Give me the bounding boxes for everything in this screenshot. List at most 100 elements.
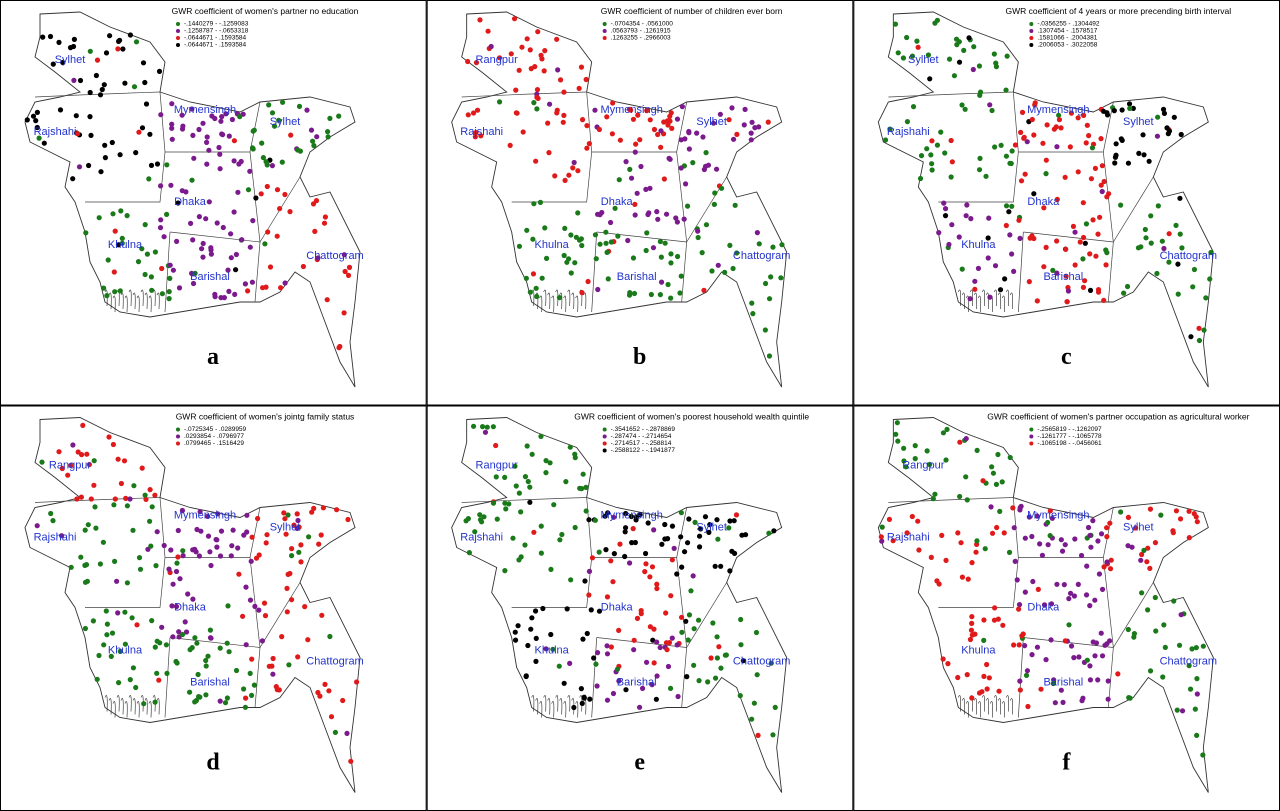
cluster-dot xyxy=(152,492,158,498)
cluster-dot xyxy=(529,451,535,457)
cluster-dot xyxy=(115,46,121,52)
cluster-dot xyxy=(674,219,680,225)
cluster-dot xyxy=(989,464,995,470)
legend-swatch xyxy=(602,448,607,453)
map-panel: Sylhet Mymensingh Sylhet Rajshahi Dhaka Khuln… xyxy=(877,6,1231,388)
cluster-dot xyxy=(695,617,702,623)
cluster-dot xyxy=(133,39,140,45)
cluster-dot xyxy=(552,173,558,179)
cluster-dot xyxy=(105,257,111,263)
cluster-dot xyxy=(342,268,348,275)
cluster-dot xyxy=(956,234,962,240)
cluster-dot xyxy=(533,635,539,641)
cluster-dot xyxy=(325,129,331,135)
cluster-dot xyxy=(185,591,191,597)
region-label: Barishal xyxy=(1043,676,1083,688)
cluster-dot xyxy=(86,461,92,468)
cluster-dot xyxy=(949,222,955,228)
cluster-dot xyxy=(597,241,603,247)
sundarbans-hatch xyxy=(128,289,132,307)
cluster-dot xyxy=(1041,602,1048,608)
cluster-dot xyxy=(203,216,209,222)
cluster-dot xyxy=(927,76,933,82)
cluster-dot xyxy=(156,677,162,683)
cluster-dot xyxy=(220,132,226,138)
cluster-dot xyxy=(533,158,539,164)
cluster-dot xyxy=(224,640,230,646)
cluster-dot xyxy=(130,527,136,533)
cluster-dot xyxy=(310,201,317,207)
cluster-dot xyxy=(1098,630,1104,636)
cluster-dot xyxy=(1065,288,1072,294)
cluster-dot xyxy=(1011,642,1017,648)
cluster-dot xyxy=(649,682,655,688)
cluster-dot xyxy=(643,659,650,665)
cluster-dot xyxy=(770,732,776,738)
cluster-dot xyxy=(197,509,203,515)
cluster-dot xyxy=(969,560,975,566)
cluster-dot xyxy=(651,527,657,533)
cluster-dot xyxy=(722,269,728,275)
cluster-dot xyxy=(1145,545,1151,551)
cluster-dot xyxy=(556,295,563,301)
cluster-dot xyxy=(766,530,772,536)
cluster-dot xyxy=(1017,678,1023,684)
cluster-dot xyxy=(589,555,596,561)
cluster-dot xyxy=(88,132,94,138)
cluster-dot xyxy=(131,84,138,90)
sundarbans-hatch xyxy=(144,292,148,310)
cluster-dot xyxy=(73,113,79,119)
cluster-dot xyxy=(695,234,701,241)
cluster-dot xyxy=(969,614,975,620)
cluster-dot xyxy=(1063,273,1069,279)
cluster-dot xyxy=(516,490,522,496)
cluster-dot xyxy=(991,617,998,623)
cluster-dot xyxy=(259,638,265,644)
cluster-dot xyxy=(192,699,198,705)
cluster-dot xyxy=(1086,133,1092,139)
cluster-dot xyxy=(778,275,784,281)
cluster-dot xyxy=(630,526,636,532)
cluster-dot xyxy=(296,103,303,109)
cluster-dot xyxy=(573,234,579,240)
cluster-dot xyxy=(710,620,716,626)
cluster-dot xyxy=(1017,235,1023,241)
cluster-dot xyxy=(287,570,293,577)
cluster-dot xyxy=(959,574,966,580)
cluster-dot xyxy=(701,287,707,293)
cluster-dot xyxy=(102,155,108,161)
sundarbans-hatch xyxy=(148,701,152,718)
cluster-dot xyxy=(247,670,253,676)
region-label: Rangpur xyxy=(902,459,945,471)
cluster-dot xyxy=(119,235,125,241)
cluster-dot xyxy=(986,215,992,221)
cluster-dot xyxy=(157,640,163,646)
cluster-dot xyxy=(112,496,118,502)
cluster-dot xyxy=(149,287,155,293)
cluster-dot xyxy=(169,603,175,609)
cluster-dot xyxy=(472,134,478,140)
cluster-dot xyxy=(678,137,684,143)
cluster-dot xyxy=(1030,578,1036,585)
cluster-dot xyxy=(1196,325,1202,331)
cluster-dot xyxy=(298,559,304,565)
cluster-dot xyxy=(179,507,185,514)
cluster-dot xyxy=(1130,105,1136,111)
sundarbans-hatch xyxy=(998,292,1001,310)
cluster-dot xyxy=(76,164,83,170)
cluster-dot xyxy=(554,36,560,42)
cluster-dot xyxy=(766,353,773,359)
sundarbans-hatch xyxy=(140,289,144,307)
cluster-dot xyxy=(479,424,486,430)
cluster-dot xyxy=(158,183,164,189)
cluster-dot xyxy=(981,673,987,679)
cluster-dot xyxy=(204,139,210,145)
map-title: GWR coefficient of women's poorest house… xyxy=(574,412,809,422)
panel-letter: f xyxy=(1062,750,1071,776)
cluster-dot xyxy=(116,680,122,686)
cluster-dot xyxy=(208,247,214,253)
cluster-dot xyxy=(879,524,885,530)
division-boundary xyxy=(511,91,593,203)
cluster-dot xyxy=(67,45,74,51)
cluster-dot xyxy=(997,287,1004,293)
